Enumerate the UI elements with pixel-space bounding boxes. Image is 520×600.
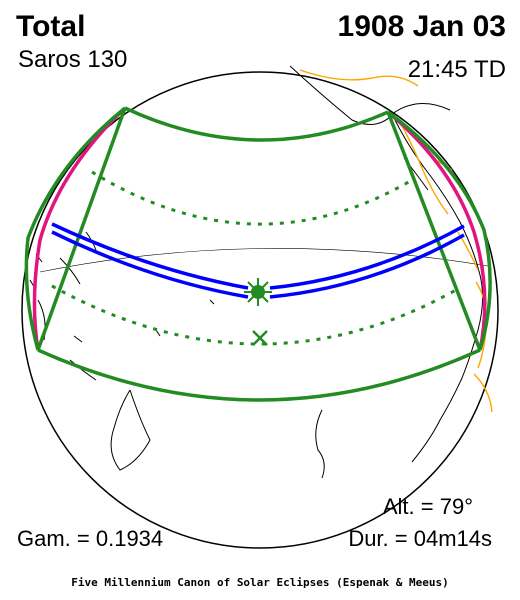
penumbral-limits [24,106,492,402]
credit-footer: Five Millennium Canon of Solar Eclipses … [71,576,449,589]
saros-label: Saros 130 [18,46,128,73]
altitude-label: Alt. = 79° [382,494,473,519]
rise-curve-west [32,106,127,351]
eclipse-type-label: Total [16,10,86,43]
dotted-limit-lines [51,170,457,346]
set-curve-east [386,110,487,351]
eclipse-date-label: 1908 Jan 03 [337,10,506,43]
duration-label: Dur. = 04m14s [348,526,492,551]
central-path [51,222,465,299]
gamma-label: Gam. = 0.1934 [17,526,164,551]
globe-outline [21,71,499,549]
sun-burst-icon [244,278,272,306]
equator-line [39,248,489,273]
time-label: 21:45 TD [407,56,506,83]
x-mark-icon [252,330,268,346]
